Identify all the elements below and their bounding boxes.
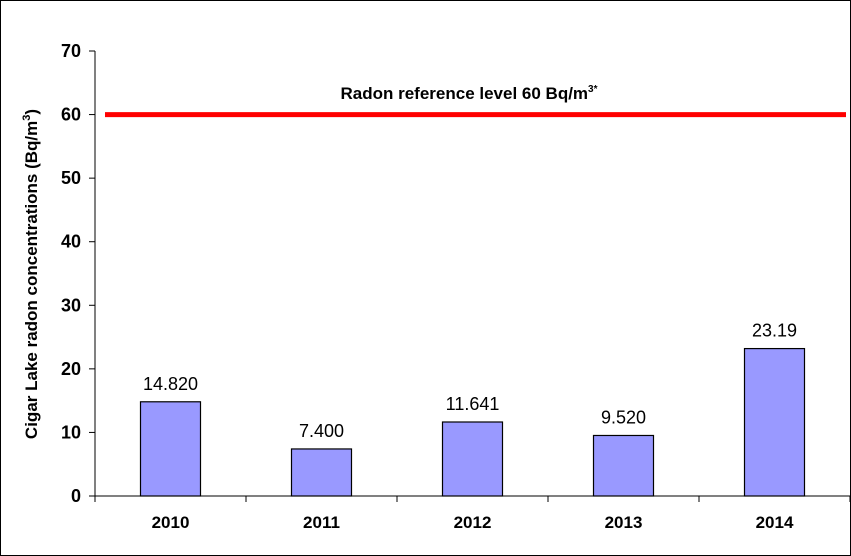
- y-axis-title: Cigar Lake radon concentrations (Bq/m3): [21, 109, 41, 439]
- y-tick-label: 0: [71, 486, 81, 506]
- bar: [441, 421, 504, 497]
- y-tick-label: 70: [61, 41, 81, 61]
- data-label: 7.400: [299, 421, 344, 441]
- data-label: 9.520: [601, 407, 646, 427]
- y-tick-label: 60: [61, 105, 81, 125]
- x-tick-label: 2012: [454, 513, 492, 532]
- reference-line-label: Radon reference level 60 Bq/m3*: [341, 84, 598, 103]
- data-label: 23.19: [752, 321, 797, 341]
- bar: [290, 448, 353, 497]
- x-tick-label: 2010: [152, 513, 190, 532]
- x-tick-label: 2013: [605, 513, 643, 532]
- x-axis: 2010 2011 2012 2013 2014: [94, 495, 850, 532]
- y-tick-label: 30: [61, 295, 81, 315]
- x-tick-label: 2011: [303, 513, 340, 532]
- bars: [139, 347, 806, 497]
- bar: [592, 434, 655, 497]
- bar: [743, 347, 806, 497]
- x-tick-label: 2014: [756, 513, 794, 532]
- data-labels: 14.820 7.400 11.641 9.520 23.19: [143, 321, 797, 441]
- y-tick-label: 50: [61, 168, 81, 188]
- data-label: 14.820: [143, 374, 198, 394]
- y-tick-label: 20: [61, 359, 81, 379]
- reference-line-group: Radon reference level 60 Bq/m3*: [105, 84, 846, 118]
- bar: [139, 401, 202, 497]
- data-label: 11.641: [446, 394, 500, 414]
- y-tick-label: 40: [61, 232, 81, 252]
- y-tick-label: 10: [61, 422, 81, 442]
- y-axis: 0 10 20 30 40 50 60 70: [61, 41, 96, 506]
